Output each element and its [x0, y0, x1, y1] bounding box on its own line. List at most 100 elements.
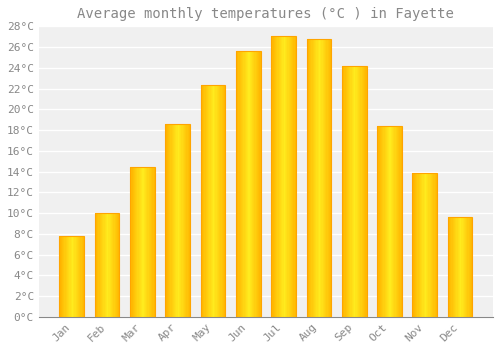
- Bar: [80, 236, 82, 317]
- Bar: [106, 213, 107, 317]
- Bar: [212, 85, 213, 317]
- Bar: [288, 36, 290, 317]
- Bar: [202, 85, 203, 317]
- Bar: [203, 85, 204, 317]
- Bar: [306, 39, 331, 317]
- Bar: [468, 217, 470, 317]
- Bar: [141, 167, 142, 317]
- Bar: [342, 66, 366, 317]
- Bar: [145, 167, 146, 317]
- Bar: [62, 236, 63, 317]
- Bar: [250, 51, 251, 317]
- Bar: [388, 126, 390, 317]
- Bar: [180, 124, 182, 317]
- Bar: [66, 236, 67, 317]
- Bar: [449, 217, 450, 317]
- Bar: [142, 167, 144, 317]
- Bar: [151, 167, 152, 317]
- Bar: [387, 126, 388, 317]
- Bar: [237, 51, 238, 317]
- Bar: [130, 167, 155, 317]
- Bar: [464, 217, 465, 317]
- Bar: [424, 173, 425, 317]
- Bar: [82, 236, 83, 317]
- Bar: [108, 213, 110, 317]
- Bar: [248, 51, 250, 317]
- Bar: [174, 124, 175, 317]
- Bar: [218, 85, 219, 317]
- Bar: [308, 39, 309, 317]
- Bar: [459, 217, 460, 317]
- Bar: [348, 66, 349, 317]
- Bar: [247, 51, 248, 317]
- Bar: [94, 213, 96, 317]
- Bar: [318, 39, 319, 317]
- Bar: [242, 51, 244, 317]
- Bar: [460, 217, 462, 317]
- Bar: [272, 36, 274, 317]
- Bar: [415, 173, 416, 317]
- Title: Average monthly temperatures (°C ) in Fayette: Average monthly temperatures (°C ) in Fa…: [78, 7, 454, 21]
- Bar: [166, 124, 190, 317]
- Bar: [448, 217, 449, 317]
- Bar: [275, 36, 276, 317]
- Bar: [455, 217, 456, 317]
- Bar: [377, 126, 402, 317]
- Bar: [381, 126, 382, 317]
- Bar: [325, 39, 326, 317]
- Bar: [271, 36, 296, 317]
- Bar: [112, 213, 114, 317]
- Bar: [285, 36, 286, 317]
- Bar: [236, 51, 260, 317]
- Bar: [359, 66, 360, 317]
- Bar: [380, 126, 381, 317]
- Bar: [140, 167, 141, 317]
- Bar: [146, 167, 148, 317]
- Bar: [254, 51, 256, 317]
- Bar: [470, 217, 471, 317]
- Bar: [223, 85, 224, 317]
- Bar: [425, 173, 426, 317]
- Bar: [252, 51, 253, 317]
- Bar: [384, 126, 386, 317]
- Bar: [418, 173, 420, 317]
- Bar: [130, 167, 132, 317]
- Bar: [448, 217, 472, 317]
- Bar: [397, 126, 398, 317]
- Bar: [412, 173, 414, 317]
- Bar: [189, 124, 190, 317]
- Bar: [412, 173, 437, 317]
- Bar: [236, 51, 237, 317]
- Bar: [382, 126, 384, 317]
- Bar: [362, 66, 363, 317]
- Bar: [454, 217, 455, 317]
- Bar: [284, 36, 285, 317]
- Bar: [238, 51, 240, 317]
- Bar: [290, 36, 291, 317]
- Bar: [210, 85, 212, 317]
- Bar: [420, 173, 421, 317]
- Bar: [386, 126, 387, 317]
- Bar: [240, 51, 241, 317]
- Bar: [213, 85, 214, 317]
- Bar: [60, 236, 62, 317]
- Bar: [166, 124, 168, 317]
- Bar: [294, 36, 296, 317]
- Bar: [244, 51, 246, 317]
- Bar: [281, 36, 282, 317]
- Bar: [168, 124, 169, 317]
- Bar: [286, 36, 288, 317]
- Bar: [349, 66, 350, 317]
- Bar: [94, 213, 120, 317]
- Bar: [172, 124, 173, 317]
- Bar: [132, 167, 134, 317]
- Bar: [138, 167, 140, 317]
- Bar: [169, 124, 170, 317]
- Bar: [136, 167, 138, 317]
- Bar: [186, 124, 188, 317]
- Bar: [182, 124, 184, 317]
- Bar: [352, 66, 353, 317]
- Bar: [170, 124, 172, 317]
- Bar: [200, 85, 226, 317]
- Bar: [428, 173, 430, 317]
